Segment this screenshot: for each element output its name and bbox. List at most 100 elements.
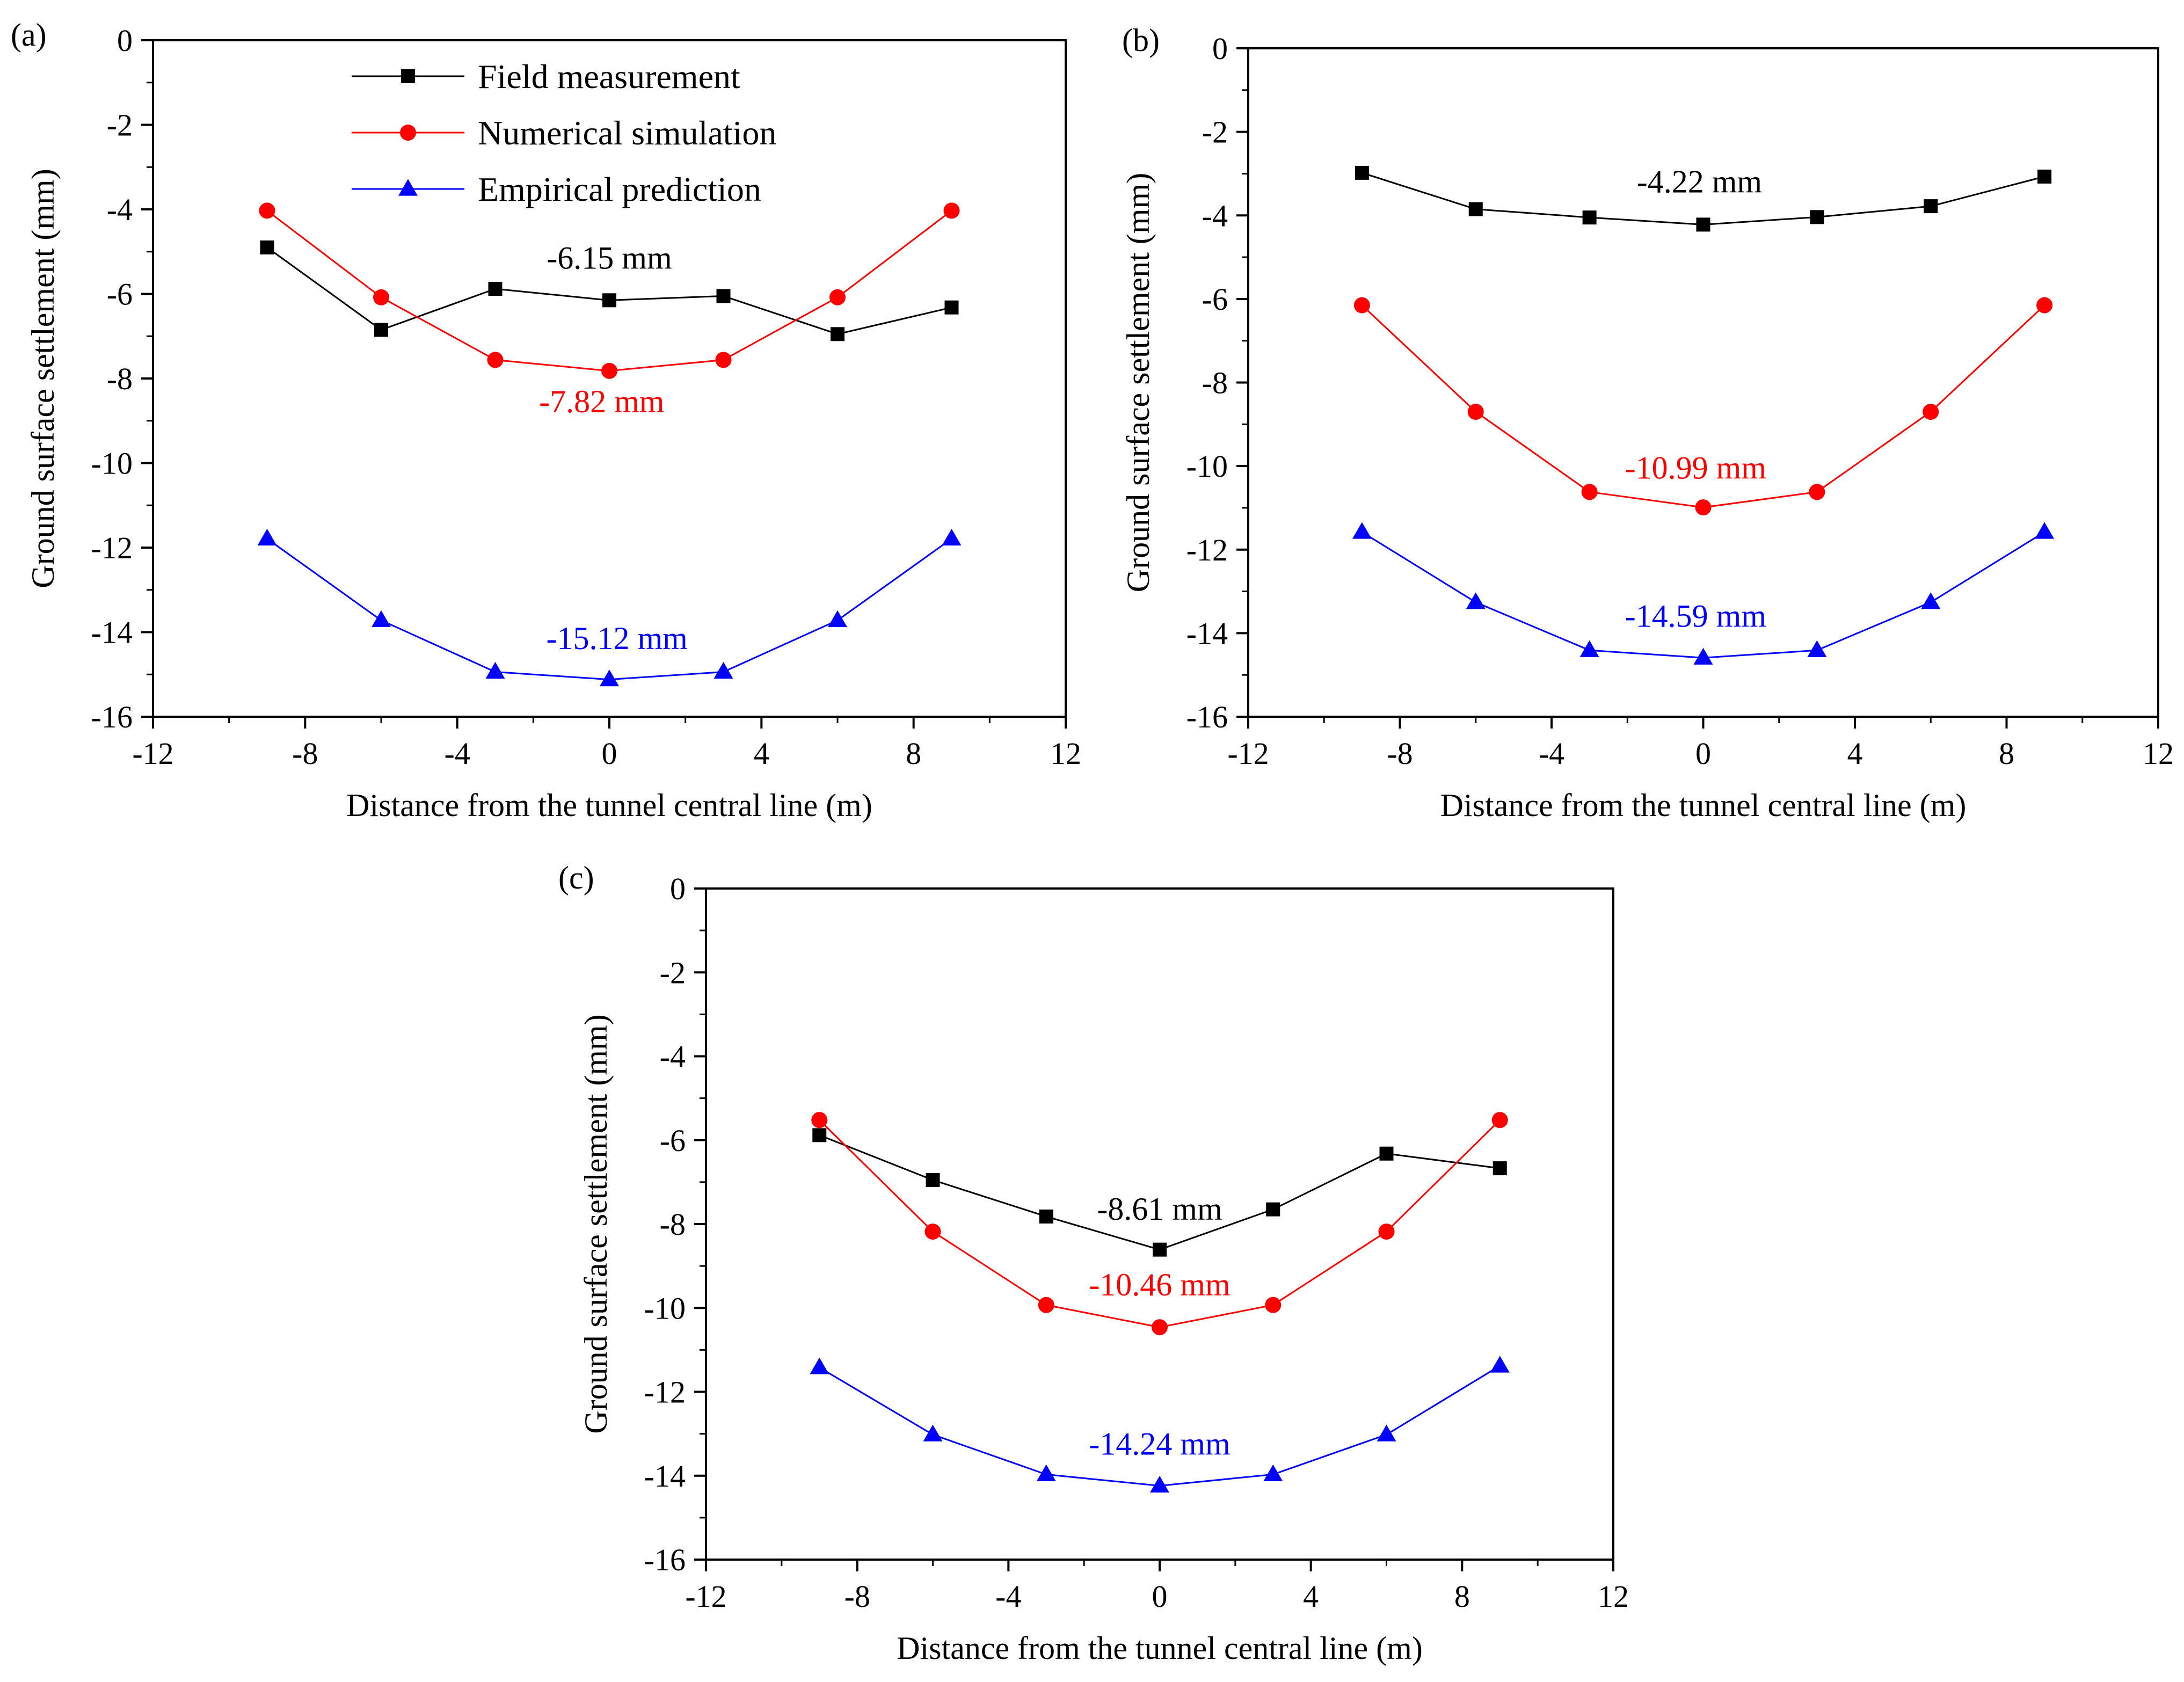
data-point-square-marker [944, 300, 959, 315]
chart-panel-a: (a) -12 -8 -4 0 4 8 12 0 -2 -4 -6 -8 -10 -12 -14 -16 Dist… [11, 17, 1081, 823]
chart-panel-b: (b) -12 -8 -4 0 4 8 12 0 -2 -4 -6 -8 -10 -12 -14 -16 Dist… [1120, 23, 2174, 823]
data-point-square-marker [260, 240, 274, 254]
data-point-square-marker [1810, 210, 1824, 224]
data-point-square-marker [1924, 199, 1938, 214]
data-point-triangle-marker [600, 669, 619, 687]
y-tick-label: -4 [660, 1039, 686, 1074]
y-tick-label: -8 [660, 1207, 686, 1242]
y-tick-label: 0 [1212, 31, 1228, 66]
x-axis-title: Distance from the tunnel central line (m… [346, 788, 872, 823]
data-point-square-marker [1153, 1242, 1167, 1257]
data-point-square-marker [831, 327, 845, 341]
data-point-triangle-marker [1466, 592, 1486, 609]
x-tick-label: 0 [602, 736, 617, 771]
data-point-triangle-marker [1693, 647, 1713, 665]
value-annotation: -10.46 mm [1089, 1267, 1230, 1302]
value-annotation: -15.12 mm [547, 621, 688, 656]
x-tick-label: -12 [132, 736, 173, 771]
data-point-circle-marker [1809, 484, 1825, 500]
x-tick-label: -4 [445, 736, 470, 771]
x-tick-label: 8 [906, 736, 921, 771]
data-point-circle-marker [943, 202, 960, 219]
data-point-triangle-marker [1921, 592, 1941, 609]
y-tick-label: -4 [1202, 198, 1228, 233]
data-point-triangle-marker [1263, 1464, 1283, 1482]
legend: Field measurement Numerical simulation Emp… [352, 57, 776, 208]
data-point-triangle-marker [257, 528, 277, 546]
y-tick-label: -6 [1202, 282, 1228, 317]
x-tick-label: 4 [1303, 1579, 1319, 1614]
data-point-triangle-marker [1377, 1424, 1396, 1441]
y-tick-label: -12 [644, 1375, 686, 1410]
panel-label: (b) [1122, 23, 1160, 58]
data-point-triangle-marker [485, 661, 505, 679]
x-axis-title: Distance from the tunnel central line (m… [897, 1630, 1423, 1666]
data-point-square-marker [374, 323, 388, 337]
data-point-circle-marker [1038, 1297, 1054, 1313]
data-point-circle-marker [924, 1224, 941, 1240]
data-point-circle-marker [601, 362, 617, 379]
data-point-square-marker [1039, 1209, 1053, 1224]
data-point-circle-marker [487, 352, 504, 368]
value-annotation: -10.99 mm [1625, 450, 1766, 485]
x-tick-label: 4 [1847, 736, 1863, 771]
data-point-triangle-marker [923, 1424, 943, 1441]
y-tick-label: -6 [107, 277, 133, 312]
data-point-circle-marker [1152, 1319, 1168, 1336]
y-tick-label: -8 [107, 361, 133, 396]
data-point-triangle-marker [1352, 522, 1372, 539]
y-tick-label: 0 [117, 23, 133, 58]
x-tick-label: -4 [995, 1579, 1021, 1614]
data-point-circle-marker [259, 202, 275, 219]
data-point-circle-marker [1378, 1224, 1395, 1240]
data-point-triangle-marker [1807, 640, 1827, 657]
data-point-square-marker [716, 289, 731, 303]
panel-label: (a) [11, 17, 47, 53]
data-point-square-marker [488, 282, 503, 296]
panel-label: (c) [558, 860, 594, 895]
data-point-square-marker [1582, 210, 1597, 225]
y-tick-label: -12 [1186, 533, 1228, 567]
y-axis-title: Ground surface settlement (mm) [25, 169, 61, 588]
data-point-circle-marker [1581, 484, 1598, 500]
data-point-square-marker [1266, 1202, 1280, 1217]
value-annotation: -7.82 mm [539, 384, 664, 419]
x-tick-label: -8 [845, 1579, 870, 1614]
value-annotation: -14.59 mm [1625, 599, 1766, 634]
x-tick-label: -4 [1539, 736, 1564, 771]
x-tick-label: 8 [1454, 1579, 1470, 1614]
data-point-triangle-marker [1150, 1475, 1169, 1493]
data-point-circle-marker [811, 1112, 828, 1128]
x-axis-title: Distance from the tunnel central line (m… [1440, 788, 1967, 823]
series-line-circle [266, 210, 952, 372]
data-point-square-marker [1355, 165, 1369, 180]
y-tick-label: -4 [107, 192, 133, 227]
data-point-triangle-marker [810, 1357, 829, 1374]
value-annotation: -8.61 mm [1097, 1191, 1222, 1227]
legend-label: Numerical simulation [478, 114, 776, 152]
data-point-triangle-marker [828, 610, 847, 628]
y-tick-label: -6 [660, 1123, 686, 1158]
value-annotation: -4.22 mm [1637, 164, 1762, 199]
data-point-square-marker [1493, 1161, 1507, 1176]
data-point-square-marker [1696, 217, 1710, 232]
y-tick-label: -16 [644, 1542, 686, 1577]
x-tick-label: 8 [1999, 736, 2014, 771]
legend-label: Empirical prediction [478, 170, 761, 208]
y-tick-label: -2 [107, 108, 133, 143]
legend-triangle-marker [398, 179, 418, 196]
x-tick-label: 12 [1598, 1579, 1629, 1614]
y-tick-label: -16 [91, 700, 133, 734]
data-point-circle-marker [2036, 297, 2053, 314]
y-tick-label: -10 [91, 446, 133, 481]
data-point-triangle-marker [942, 528, 962, 546]
legend-circle-marker [400, 125, 416, 141]
y-tick-label: -14 [91, 615, 133, 650]
legend-square-marker [401, 69, 415, 83]
y-tick-label: -14 [644, 1459, 686, 1494]
y-tick-label: 0 [670, 871, 686, 906]
x-tick-label: -12 [685, 1579, 726, 1614]
data-point-circle-marker [1353, 297, 1370, 314]
y-tick-label: -10 [1186, 449, 1228, 484]
